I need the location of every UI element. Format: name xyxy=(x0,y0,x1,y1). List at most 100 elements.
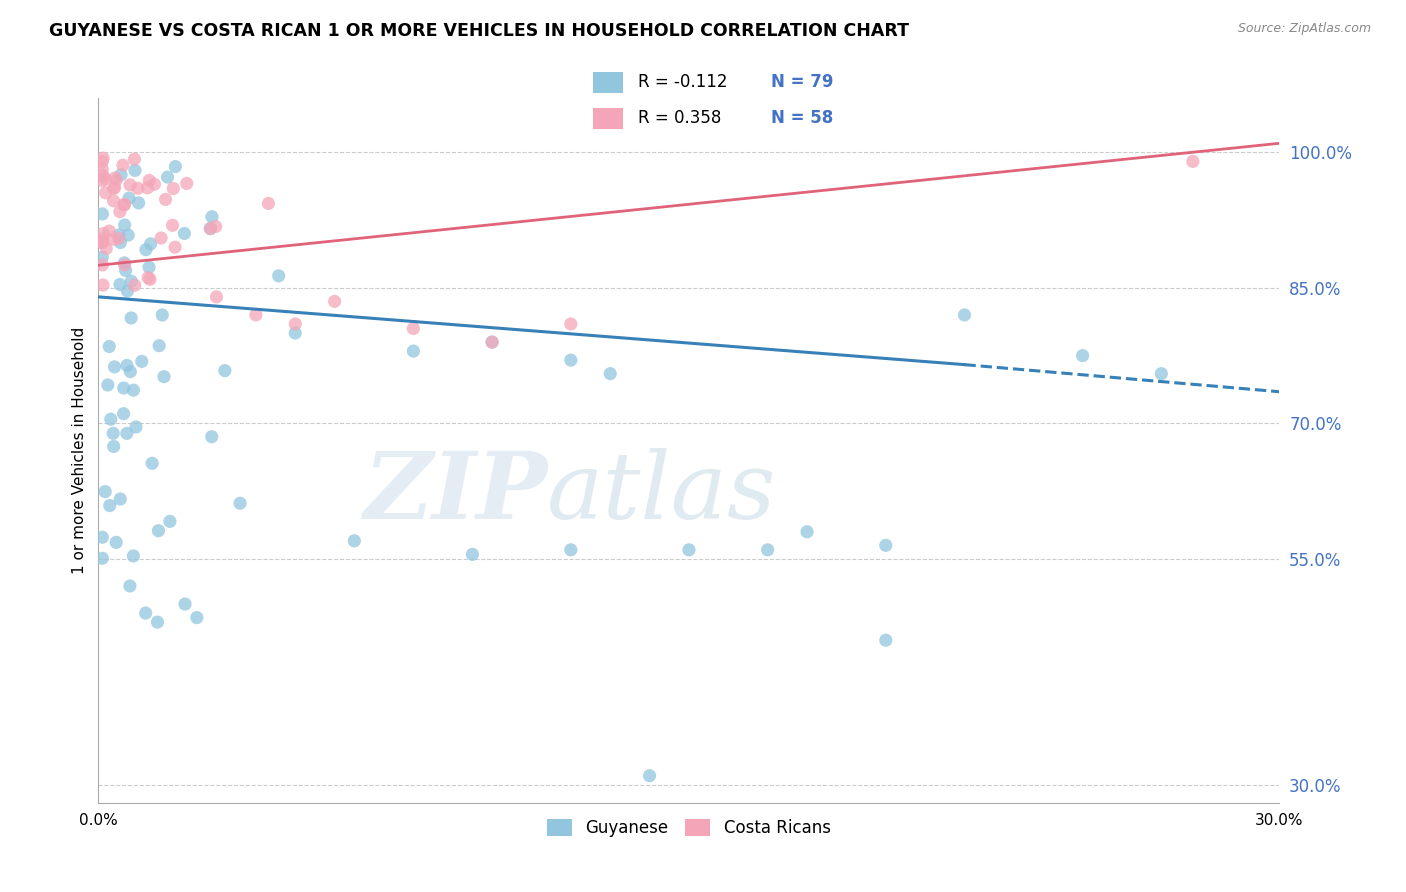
Text: N = 79: N = 79 xyxy=(770,73,834,91)
Point xyxy=(402,321,425,335)
Point xyxy=(91,168,114,182)
Point xyxy=(146,615,169,629)
Point xyxy=(91,235,114,250)
Point xyxy=(98,224,121,238)
Point xyxy=(96,242,118,256)
Point xyxy=(120,365,142,379)
Point xyxy=(91,258,114,272)
Point xyxy=(110,235,132,250)
Point xyxy=(176,177,198,191)
Point xyxy=(118,579,141,593)
Point xyxy=(108,277,131,292)
Point xyxy=(114,263,136,277)
Text: ZIP: ZIP xyxy=(363,448,547,538)
Text: atlas: atlas xyxy=(547,448,776,538)
Point xyxy=(112,381,135,395)
Point xyxy=(128,195,150,210)
Point xyxy=(91,154,114,169)
Point xyxy=(953,308,976,322)
Point xyxy=(162,181,184,195)
Point xyxy=(91,174,114,188)
Point xyxy=(103,426,125,441)
Point xyxy=(91,551,114,566)
Point xyxy=(214,364,236,378)
Point xyxy=(115,359,138,373)
Text: Source: ZipAtlas.com: Source: ZipAtlas.com xyxy=(1237,22,1371,36)
Point xyxy=(91,207,114,221)
Point xyxy=(204,219,226,234)
Point xyxy=(153,369,176,384)
Point xyxy=(91,232,114,246)
Text: GUYANESE VS COSTA RICAN 1 OR MORE VEHICLES IN HOUSEHOLD CORRELATION CHART: GUYANESE VS COSTA RICAN 1 OR MORE VEHICL… xyxy=(49,22,910,40)
Y-axis label: 1 or more Vehicles in Household: 1 or more Vehicles in Household xyxy=(72,326,87,574)
Point xyxy=(91,250,114,264)
Point xyxy=(756,542,779,557)
Point xyxy=(1150,367,1173,381)
Point xyxy=(112,407,135,421)
Point xyxy=(94,186,117,200)
Point xyxy=(461,547,484,561)
Point xyxy=(323,294,346,309)
Point xyxy=(139,236,162,251)
Point xyxy=(104,170,127,185)
Point xyxy=(112,256,135,270)
Point xyxy=(875,538,897,552)
Point xyxy=(124,278,146,293)
Point xyxy=(481,334,503,349)
Point xyxy=(111,158,134,172)
Point xyxy=(796,524,818,539)
Point xyxy=(131,354,153,368)
Point xyxy=(599,367,621,381)
Point xyxy=(159,514,181,528)
Point xyxy=(284,317,307,331)
Point xyxy=(120,178,142,192)
Point xyxy=(120,274,142,288)
Point xyxy=(91,162,114,177)
Point xyxy=(165,160,187,174)
Point xyxy=(162,219,184,233)
Point xyxy=(1071,349,1094,363)
Point xyxy=(148,524,170,538)
Bar xyxy=(592,71,623,93)
Point xyxy=(103,232,125,246)
Point xyxy=(875,633,897,648)
Point xyxy=(94,484,117,499)
Point xyxy=(138,173,160,187)
Point xyxy=(120,310,142,325)
Legend: Guyanese, Costa Ricans: Guyanese, Costa Ricans xyxy=(540,813,838,844)
Point xyxy=(257,196,280,211)
Point xyxy=(122,383,145,397)
Point xyxy=(124,163,146,178)
Point xyxy=(110,168,132,182)
Point xyxy=(98,339,121,353)
Point xyxy=(201,430,224,444)
Point xyxy=(118,191,141,205)
Point xyxy=(1181,154,1204,169)
Point xyxy=(139,272,162,286)
Point xyxy=(150,308,173,322)
Point xyxy=(560,317,582,331)
Point xyxy=(98,499,121,513)
Point xyxy=(114,197,136,211)
Point xyxy=(135,606,157,620)
Point xyxy=(97,378,120,392)
Point xyxy=(104,180,127,194)
Point xyxy=(186,610,208,624)
Point xyxy=(402,344,425,359)
Point xyxy=(103,359,125,374)
Point xyxy=(117,284,139,298)
Point xyxy=(143,178,166,192)
Point xyxy=(105,535,128,549)
Point xyxy=(117,228,139,243)
Point xyxy=(91,227,114,241)
Point xyxy=(200,221,222,235)
Point xyxy=(103,194,125,208)
Point xyxy=(103,439,125,453)
Point xyxy=(91,278,114,293)
Point xyxy=(91,151,114,165)
Point xyxy=(138,260,160,275)
Point xyxy=(148,339,170,353)
Point xyxy=(201,210,224,224)
Point xyxy=(136,181,159,195)
Point xyxy=(156,170,179,185)
